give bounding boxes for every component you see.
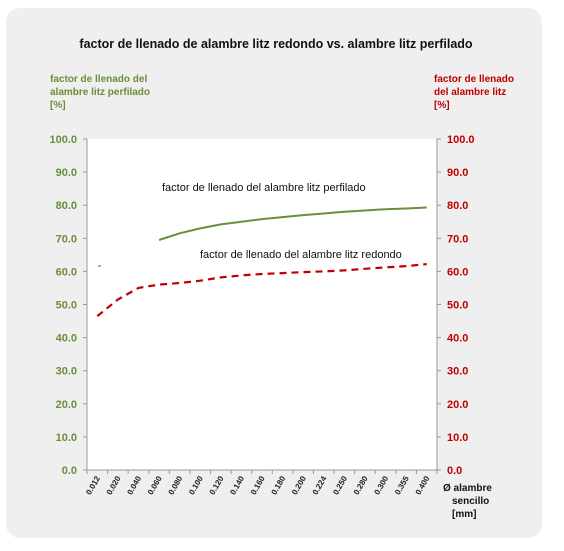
x-tick-label: 0.060 <box>146 474 164 496</box>
x-tick-label: 0.224 <box>311 474 329 496</box>
right-tick-label: 40.0 <box>447 333 468 345</box>
x-tick-label: 0.040 <box>125 474 143 496</box>
x-tick-label: 0.140 <box>228 474 246 496</box>
right-tick-label: 0.0 <box>447 465 462 477</box>
x-tick-label: 0.012 <box>84 474 102 496</box>
x-axis-title-line-2: sencillo <box>452 496 489 507</box>
annotation-profiled: factor de llenado del alambre litz perfi… <box>162 182 366 194</box>
left-tick-label: 30.0 <box>56 366 77 378</box>
right-axis-title-line-2: del alambre litz <box>434 87 506 98</box>
right-tick-label: 90.0 <box>447 167 468 179</box>
left-tick-label: 100.0 <box>49 134 77 146</box>
x-tick-label: 0.020 <box>105 474 123 496</box>
x-tick-label: 0.180 <box>270 474 288 496</box>
annotation-round: factor de llenado del alambre litz redon… <box>200 249 402 261</box>
chart-title: factor de llenado de alambre litz redond… <box>79 37 473 51</box>
left-axis-title-line-3: [%] <box>50 100 66 111</box>
x-axis-ticks: 0.012 0.020 0.040 0.060 0.080 0.100 0.120 0.140… <box>84 470 438 496</box>
left-tick-label: 70.0 <box>56 233 77 245</box>
right-tick-label: 10.0 <box>447 432 468 444</box>
right-tick-label: 20.0 <box>447 399 468 411</box>
right-tick-label: 100.0 <box>447 134 475 146</box>
x-tick-label: 0.200 <box>290 474 308 496</box>
right-tick-label: 30.0 <box>447 366 468 378</box>
x-tick-label: 0.300 <box>372 474 390 496</box>
left-tick-label: 60.0 <box>56 266 77 278</box>
x-axis-title-line-3: [mm] <box>452 509 476 520</box>
series-lines <box>96 206 427 317</box>
right-tick-label: 60.0 <box>447 266 468 278</box>
left-tick-label: 40.0 <box>56 333 77 345</box>
x-tick-label: 0.355 <box>393 474 411 496</box>
x-tick-label: 0.280 <box>352 474 370 496</box>
right-axis-title-line-1: factor de llenado <box>434 74 514 85</box>
left-tick-label: 10.0 <box>56 432 77 444</box>
left-axis-title-line-1: factor de llenado del <box>50 74 147 85</box>
right-axis-ticks: 0.0 10.0 20.0 30.0 40.0 50.0 60.0 70.0 80.0 90.0 1… <box>437 134 475 477</box>
left-tick-label: 20.0 <box>56 399 77 411</box>
left-tick-label: 0.0 <box>62 465 77 477</box>
x-tick-label: 0.120 <box>208 474 226 496</box>
right-tick-label: 70.0 <box>447 233 468 245</box>
left-axis-title-line-2: alambre litz perfilado <box>50 87 150 98</box>
left-axis-ticks: 0.0 10.0 20.0 30.0 40.0 50.0 60.0 70.0 80.0 90.0 1… <box>49 134 87 477</box>
series-line-profiled <box>158 206 427 241</box>
x-tick-label: 0.160 <box>249 474 267 496</box>
x-tick-label: 0.080 <box>167 474 185 496</box>
x-tick-label: 0.100 <box>187 474 205 496</box>
x-axis-title-line-1: Ø alambre <box>443 483 492 494</box>
x-tick-label: 0.250 <box>331 474 349 496</box>
x-tick-label: 0.400 <box>414 474 432 496</box>
left-tick-label: 90.0 <box>56 167 77 179</box>
right-tick-label: 50.0 <box>447 300 468 312</box>
left-tick-label: 80.0 <box>56 200 77 212</box>
right-tick-label: 80.0 <box>447 200 468 212</box>
plot-area <box>87 139 437 470</box>
series-line-round <box>96 263 427 317</box>
left-tick-label: 50.0 <box>56 300 77 312</box>
right-axis-title-line-3: [%] <box>434 100 450 111</box>
